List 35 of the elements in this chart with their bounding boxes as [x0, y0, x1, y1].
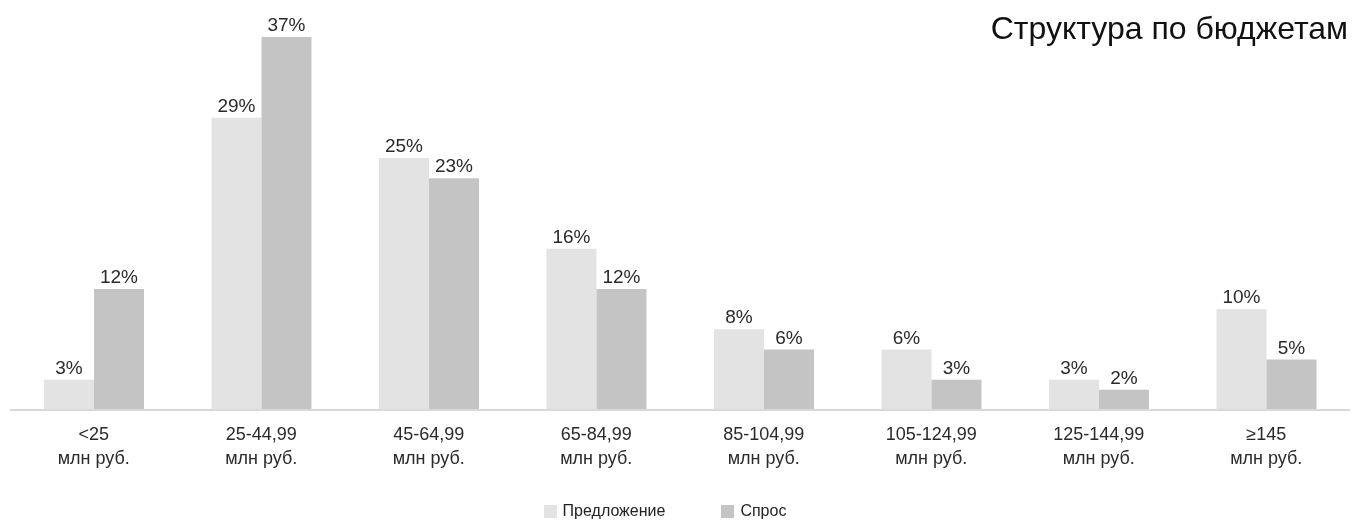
- bar: [764, 349, 814, 410]
- bar: [1099, 389, 1149, 410]
- bar: [429, 178, 479, 410]
- data-label: 16%: [552, 225, 591, 247]
- legend-label: Спрос: [740, 502, 787, 520]
- chart-title: Структура по бюджетам: [990, 10, 1348, 47]
- bar: [931, 379, 982, 410]
- x-tick-label: ≥145 млн руб.: [1230, 424, 1303, 468]
- data-label: 23%: [434, 155, 474, 177]
- data-label: 12%: [99, 266, 139, 288]
- legend-label: Предложение: [562, 502, 666, 520]
- x-tick-label: 105-124,99 млн руб.: [885, 424, 977, 468]
- data-label: 25%: [384, 134, 424, 156]
- x-tick-label: <25 млн руб.: [57, 424, 130, 468]
- data-label: 12%: [602, 266, 641, 288]
- data-label: 37%: [267, 14, 306, 35]
- data-label: 2%: [1110, 366, 1138, 388]
- data-label: 3%: [55, 356, 83, 378]
- data-label: 6%: [892, 326, 921, 348]
- x-tick-label: 45-64,99 млн руб.: [392, 424, 465, 468]
- bar: [596, 289, 647, 410]
- data-label: 10%: [1222, 286, 1261, 308]
- x-tick-label: 85-104,99 млн руб.: [723, 424, 805, 468]
- bar: [1266, 359, 1317, 410]
- x-tick-label: 65-84,99 млн руб.: [560, 424, 633, 468]
- data-label: 8%: [725, 306, 753, 328]
- data-label: 5%: [1277, 336, 1306, 358]
- bar: [94, 289, 144, 410]
- data-label: 3%: [1060, 356, 1088, 378]
- bar: [261, 37, 312, 410]
- data-label: 29%: [217, 94, 256, 116]
- x-tick-label: 25-44,99 млн руб.: [225, 424, 298, 468]
- data-label: 3%: [942, 356, 971, 378]
- data-label: 6%: [775, 326, 803, 348]
- x-tick-label: 125-144,99 млн руб.: [1053, 424, 1145, 468]
